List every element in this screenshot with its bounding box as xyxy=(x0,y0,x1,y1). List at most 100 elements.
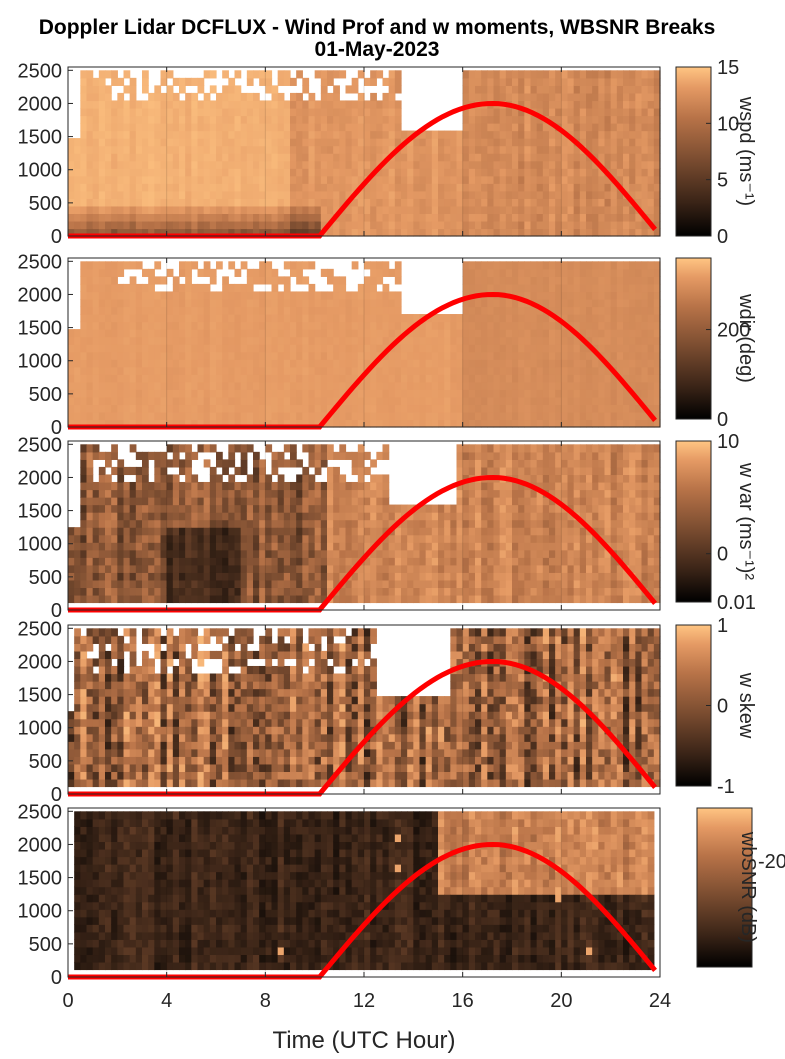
heatmap-cell xyxy=(123,213,131,222)
heatmap-cell xyxy=(592,213,599,222)
heatmap-cell xyxy=(172,534,180,543)
heatmap-cell xyxy=(290,594,297,604)
heatmap-cell xyxy=(203,504,211,513)
heatmap-cell xyxy=(185,344,192,353)
heatmap-cell xyxy=(623,419,630,428)
heatmap-cells xyxy=(68,70,661,237)
heatmap-cell xyxy=(209,314,217,323)
heatmap-cell xyxy=(493,276,501,285)
heatmap-cell xyxy=(302,512,310,521)
heatmap-cell xyxy=(234,444,242,453)
heatmap-cell xyxy=(265,291,273,300)
heatmap-cell xyxy=(185,512,192,521)
heatmap-cell xyxy=(370,366,377,375)
heatmap-cell xyxy=(493,198,501,207)
heatmap-cell xyxy=(222,527,229,536)
heatmap-cell xyxy=(610,336,618,345)
heatmap-cell xyxy=(117,587,125,596)
heatmap-cell xyxy=(160,481,168,491)
heatmap-cell xyxy=(271,489,279,498)
heatmap-cell xyxy=(364,100,371,109)
heatmap-cell xyxy=(111,220,118,230)
heatmap-cell xyxy=(80,276,88,285)
heatmap-cell xyxy=(364,466,371,476)
heatmap-cell xyxy=(394,419,402,428)
heatmap-cell xyxy=(80,542,88,551)
heatmap-cell xyxy=(302,396,310,406)
heatmap-cell xyxy=(160,329,168,338)
heatmap-cell xyxy=(160,160,168,169)
heatmap-cell xyxy=(487,411,495,421)
heatmap-cell xyxy=(419,205,427,215)
heatmap-cell xyxy=(228,542,236,551)
heatmap-cell xyxy=(616,123,624,132)
heatmap-cell xyxy=(512,168,519,177)
heatmap-cell xyxy=(117,404,125,413)
heatmap-cell xyxy=(160,549,168,558)
heatmap-cell xyxy=(197,168,205,177)
heatmap-cell xyxy=(444,205,451,215)
heatmap-cell xyxy=(407,175,414,184)
heatmap-cell xyxy=(228,306,236,315)
heatmap-cell xyxy=(339,160,347,169)
heatmap-cell xyxy=(653,366,661,375)
heatmap-cell xyxy=(228,549,236,558)
heatmap-cell xyxy=(512,268,519,277)
heatmap-cell xyxy=(265,534,273,543)
heatmap-cell xyxy=(357,389,365,398)
heatmap-cell xyxy=(468,344,476,353)
heatmap-cell xyxy=(542,175,550,184)
heatmap-cell xyxy=(456,344,464,353)
heatmap-cell xyxy=(524,175,532,184)
heatmap-cell xyxy=(314,504,322,513)
heatmap-cell xyxy=(290,481,297,491)
heatmap-cell xyxy=(345,419,353,428)
heatmap-cell xyxy=(234,283,242,293)
heatmap-cell xyxy=(148,481,155,491)
heatmap-cell xyxy=(142,489,149,498)
heatmap-cell xyxy=(160,389,168,398)
heatmap-cell xyxy=(653,283,661,293)
heatmap-cell xyxy=(419,359,427,368)
heatmap-cell xyxy=(253,321,260,330)
heatmap-cell xyxy=(592,314,599,323)
heatmap-cell xyxy=(290,336,297,345)
heatmap-cell xyxy=(98,344,106,353)
heatmap-cell xyxy=(111,306,118,315)
heatmap-cell xyxy=(308,389,316,398)
heatmap-cell xyxy=(240,175,248,184)
heatmap-cell xyxy=(98,451,106,460)
heatmap-cell xyxy=(283,344,291,353)
heatmap-cell xyxy=(308,534,316,543)
heatmap-cell xyxy=(68,153,75,162)
heatmap-cell xyxy=(86,183,94,192)
heatmap-cell xyxy=(80,107,88,117)
y-tick-label: 2000 xyxy=(18,93,63,115)
colorbar-tick-label: 5 xyxy=(717,170,728,192)
heatmap-cell xyxy=(86,489,94,498)
heatmap-cell xyxy=(135,497,143,506)
heatmap-cell xyxy=(419,168,427,177)
heatmap-cell xyxy=(123,205,131,215)
heatmap-cell xyxy=(438,329,445,338)
heatmap-cell xyxy=(388,534,396,543)
heatmap-cell xyxy=(653,130,661,139)
heatmap-cell xyxy=(376,220,384,230)
heatmap-cell xyxy=(160,145,168,154)
heatmap-cell xyxy=(623,261,630,270)
heatmap-cell xyxy=(203,564,211,573)
heatmap-cell xyxy=(475,381,482,390)
heatmap-cell xyxy=(456,190,464,199)
heatmap-cell xyxy=(105,228,112,237)
heatmap-cell xyxy=(327,404,334,413)
heatmap-cell xyxy=(561,306,569,315)
heatmap-cell xyxy=(431,145,439,154)
heatmap-cell xyxy=(302,419,310,428)
heatmap-cell xyxy=(179,481,186,491)
heatmap-cell xyxy=(179,497,186,506)
heatmap-cell xyxy=(407,389,414,398)
heatmap-cell xyxy=(253,481,260,491)
heatmap-cell xyxy=(191,336,199,345)
heatmap-cell xyxy=(105,396,112,406)
heatmap-cell xyxy=(98,145,106,154)
